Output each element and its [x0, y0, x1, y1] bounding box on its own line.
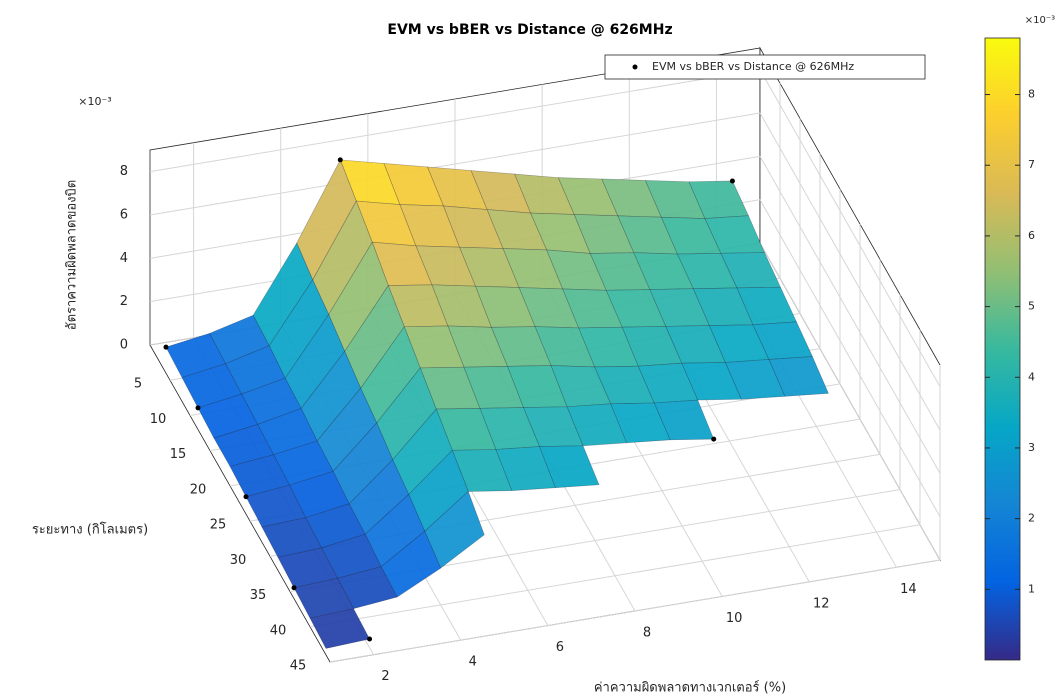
x-tick-label: 6 — [556, 640, 564, 655]
colorbar-tick-label: 8 — [1028, 88, 1035, 101]
surface-patch — [724, 359, 786, 400]
y-tick-label: 30 — [230, 553, 247, 568]
y-tick-label: 40 — [270, 623, 287, 638]
z-tick-label: 6 — [120, 208, 128, 223]
grid-line — [149, 69, 761, 173]
x-tick-label: 4 — [469, 655, 477, 670]
grid-line — [329, 559, 941, 663]
data-point — [163, 344, 169, 350]
grid-line — [759, 69, 941, 387]
z-tick-label: 4 — [120, 251, 128, 266]
colorbar — [984, 37, 1021, 661]
colorbar-tick-label: 3 — [1028, 441, 1035, 454]
surface-patch — [768, 356, 829, 397]
legend-box — [604, 54, 926, 80]
surface-patch — [610, 402, 671, 444]
x-axis-label: ค่าความผิดพลาดทางเวกเตอร์ (%) — [594, 680, 786, 696]
y-tick-label: 20 — [190, 482, 207, 497]
grid-line — [309, 524, 921, 628]
grid-line — [759, 112, 941, 431]
grid-line — [149, 112, 761, 216]
y-tick-label: 45 — [290, 659, 307, 674]
legend-marker — [632, 64, 638, 70]
colorbar-tick-label: 4 — [1028, 370, 1035, 383]
z-axis-label: อัตราความผิดพลาดของบิต — [65, 180, 80, 330]
surface-patch — [538, 445, 600, 489]
colorbar-tick-label: 1 — [1028, 582, 1035, 595]
x-tick-label: 10 — [726, 611, 743, 626]
surface-patch — [566, 403, 628, 447]
x-tick-label: 14 — [900, 582, 917, 597]
data-point — [243, 494, 249, 500]
colorbar-exponent: ×10⁻³ — [1025, 15, 1055, 26]
grid-line — [759, 242, 941, 561]
colorbar-tick-label: 5 — [1028, 300, 1035, 313]
grid-line — [759, 156, 941, 474]
y-tick-label: 35 — [250, 588, 267, 603]
data-point — [367, 636, 373, 642]
data-point — [711, 436, 717, 442]
y-axis-label: ระยะทาง (กิโลเมตร) — [32, 522, 148, 538]
legend-label: EVM vs bBER vs Distance @ 626MHz — [652, 60, 854, 73]
data-point — [337, 157, 343, 163]
data-point — [291, 585, 297, 591]
colorbar-tick-label: 7 — [1028, 158, 1035, 171]
z-tick-label: 0 — [120, 338, 128, 353]
chart-title: EVM vs bBER vs Distance @ 626MHz — [387, 22, 672, 38]
legend: EVM vs bBER vs Distance @ 626MHz — [604, 54, 926, 80]
x-tick-label: 2 — [381, 669, 389, 684]
x-tick-label: 8 — [643, 626, 651, 641]
z-tick-label: 2 — [120, 294, 128, 309]
grid-line — [759, 199, 941, 517]
y-tick-label: 15 — [170, 447, 187, 462]
scatter — [163, 157, 735, 642]
data-point — [195, 405, 201, 411]
y-tick-label: 5 — [134, 377, 142, 392]
data-point — [729, 178, 735, 184]
colorbar-tick-label: 6 — [1028, 229, 1035, 242]
colorbar-tick-label: 2 — [1028, 512, 1035, 525]
z-tick-label: 8 — [120, 164, 128, 179]
surface-patch — [681, 362, 742, 401]
z-exponent: ×10⁻³ — [78, 95, 111, 108]
surface — [165, 159, 829, 649]
y-tick-label: 25 — [210, 518, 227, 533]
x-tick-label: 12 — [813, 596, 830, 611]
y-tick-label: 10 — [150, 412, 167, 427]
